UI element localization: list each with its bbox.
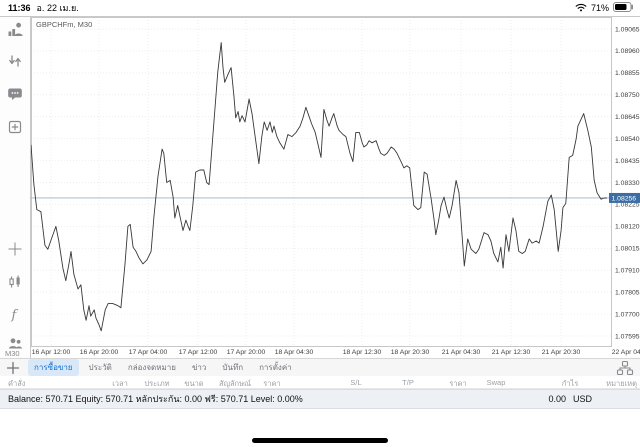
trade-table-header: คำสั่ง เวลา ประเภท ขนาด สัญลักษณ์ ราคา S… xyxy=(0,376,640,389)
new-chart-icon[interactable] xyxy=(7,119,23,135)
svg-text:17 Apr 04:00: 17 Apr 04:00 xyxy=(129,349,168,356)
col-symbol: สัญลักษณ์ xyxy=(218,379,252,388)
account-summary-row: Balance: 570.71 Equity: 570.71 หลักประกั… xyxy=(0,389,640,409)
svg-text:22 Apr 04:30: 22 Apr 04:30 xyxy=(612,349,640,356)
battery-icon xyxy=(613,2,634,14)
svg-text:18 Apr 20:30: 18 Apr 20:30 xyxy=(391,349,430,356)
tab-news[interactable]: ข่าว xyxy=(191,363,207,372)
indicators-icon[interactable]: f xyxy=(7,306,23,322)
home-indicator[interactable] xyxy=(252,438,388,443)
svg-text:18 Apr 04:30: 18 Apr 04:30 xyxy=(275,349,314,356)
svg-text:21 Apr 12:30: 21 Apr 12:30 xyxy=(492,349,531,356)
quotes-icon[interactable] xyxy=(7,21,23,37)
col-tp: T/P xyxy=(402,378,414,387)
svg-text:21 Apr 04:30: 21 Apr 04:30 xyxy=(442,349,481,356)
objects-icon[interactable] xyxy=(7,335,23,351)
svg-text:1.08960: 1.08960 xyxy=(615,48,640,55)
svg-text:1.08225: 1.08225 xyxy=(615,202,640,209)
tab-trade[interactable]: การซื้อขาย xyxy=(28,359,79,376)
col-time: เวลา xyxy=(112,379,128,388)
col-profit: กำไร xyxy=(561,379,579,388)
svg-text:1.08330: 1.08330 xyxy=(615,180,640,187)
chart-region[interactable]: GBPCHFm, M30 1.09065 1.08960 1.08855 1.0875… xyxy=(30,16,640,358)
bottom-tab-bar: การซื้อขาย ประวัติ กล่องจดหมาย ข่าว บันท… xyxy=(0,358,640,376)
crosshair-icon[interactable] xyxy=(7,241,23,257)
col-order: คำสั่ง xyxy=(8,379,26,388)
svg-text:1.09065: 1.09065 xyxy=(615,26,640,33)
tab-settings[interactable]: การตั้งค่า xyxy=(259,363,292,372)
chart-symbol-label: GBPCHFm, M30 xyxy=(36,20,93,29)
svg-text:16 Apr 12:00: 16 Apr 12:00 xyxy=(32,349,71,356)
col-swap: Swap xyxy=(486,378,506,387)
col-type: ประเภท xyxy=(144,379,170,388)
status-date: อ. 22 เม.ย. xyxy=(36,3,79,13)
clock: 11:36 xyxy=(8,3,31,13)
col-comment: หมายเหตุ xyxy=(606,379,637,388)
account-profit: 0.00 xyxy=(548,394,566,404)
svg-text:1.08750: 1.08750 xyxy=(615,92,640,99)
svg-text:17 Apr 20:00: 17 Apr 20:00 xyxy=(227,349,266,356)
sort-layout-icon[interactable] xyxy=(616,360,634,376)
svg-text:18 Apr 12:30: 18 Apr 12:30 xyxy=(343,349,382,356)
svg-text:16 Apr 20:00: 16 Apr 20:00 xyxy=(80,349,119,356)
col-price: ราคา xyxy=(263,379,281,388)
price-chart-svg[interactable]: 1.09065 1.08960 1.08855 1.08750 1.08645 1.085… xyxy=(31,17,640,359)
svg-text:1.07595: 1.07595 xyxy=(615,333,640,340)
chat-icon[interactable] xyxy=(7,86,23,102)
svg-text:1.08855: 1.08855 xyxy=(615,70,640,77)
trade-icon[interactable] xyxy=(7,53,23,69)
svg-text:21 Apr 20:30: 21 Apr 20:30 xyxy=(542,349,581,356)
svg-text:1.08540: 1.08540 xyxy=(615,136,640,143)
status-bar: 11:36 อ. 22 เม.ย. 71% xyxy=(0,0,640,16)
battery-percent: 71% xyxy=(590,3,609,13)
svg-text:1.07700: 1.07700 xyxy=(615,311,640,318)
col-volume: ขนาด xyxy=(184,379,204,388)
wifi-icon xyxy=(575,2,587,14)
tab-journal[interactable]: บันทึก xyxy=(222,363,244,372)
col-price2: ราคา xyxy=(449,379,467,388)
account-summary: Balance: 570.71 Equity: 570.71 หลักประกั… xyxy=(8,394,303,404)
svg-text:1.08645: 1.08645 xyxy=(615,114,640,121)
tab-mailbox[interactable]: กล่องจดหมาย xyxy=(127,363,176,372)
left-toolbar: f M30 xyxy=(0,16,30,358)
svg-text:17 Apr 12:00: 17 Apr 12:00 xyxy=(179,349,218,356)
svg-text:1.08120: 1.08120 xyxy=(615,224,640,231)
svg-text:1.07910: 1.07910 xyxy=(615,268,640,275)
chart-type-icon[interactable] xyxy=(7,274,23,290)
tab-history[interactable]: ประวัติ xyxy=(88,363,112,372)
svg-text:1.08435: 1.08435 xyxy=(615,158,640,165)
new-order-plus-icon[interactable] xyxy=(6,361,20,375)
account-currency: USD xyxy=(572,394,592,404)
svg-text:1.08015: 1.08015 xyxy=(615,246,640,253)
col-sl: S/L xyxy=(350,378,362,387)
svg-text:1.07805: 1.07805 xyxy=(615,289,640,296)
svg-text:1.08256: 1.08256 xyxy=(612,195,637,202)
timeframe-button[interactable]: M30 xyxy=(5,349,20,358)
svg-text:f: f xyxy=(11,308,19,322)
